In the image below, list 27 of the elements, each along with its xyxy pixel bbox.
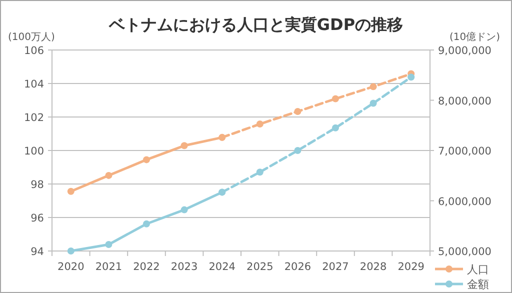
x-tick-label: 2028 xyxy=(360,261,387,273)
y-tick-label: 106 xyxy=(24,45,44,57)
x-tick-label: 2021 xyxy=(95,261,122,273)
x-tick-label: 2024 xyxy=(208,261,236,273)
y-tick-label: 102 xyxy=(24,112,44,124)
y2-tick-label: 9,000,000 xyxy=(438,45,492,57)
x-tick-label: 2023 xyxy=(170,261,198,273)
chart-title: ベトナムにおける人口と実質GDPの推移 xyxy=(108,15,404,34)
y2-tick-label: 5,000,000 xyxy=(438,246,492,258)
y-tick-label: 98 xyxy=(30,179,44,191)
x-tick-label: 2029 xyxy=(398,261,424,273)
legend-label: 金額 xyxy=(467,278,489,291)
y-tick-label: 94 xyxy=(30,246,44,258)
y-axis-title: (100万人) xyxy=(8,32,55,43)
x-tick-label: 2026 xyxy=(284,261,312,273)
y2-tick-label: 6,000,000 xyxy=(438,196,492,208)
y2-axis-title: (10億ドン) xyxy=(449,31,500,43)
y-tick-label: 96 xyxy=(30,212,44,224)
y-tick-label: 100 xyxy=(24,146,44,158)
x-tick-label: 2020 xyxy=(58,261,84,273)
x-tick-label: 2027 xyxy=(322,261,349,273)
y2-tick-label: 8,000,000 xyxy=(438,95,492,108)
x-tick-label: 2025 xyxy=(246,261,274,273)
y2-tick-label: 7,000,000 xyxy=(438,146,492,158)
x-tick-label: 2022 xyxy=(133,261,160,273)
legend-label: 人口 xyxy=(467,263,489,276)
y-tick-label: 104 xyxy=(24,78,44,90)
